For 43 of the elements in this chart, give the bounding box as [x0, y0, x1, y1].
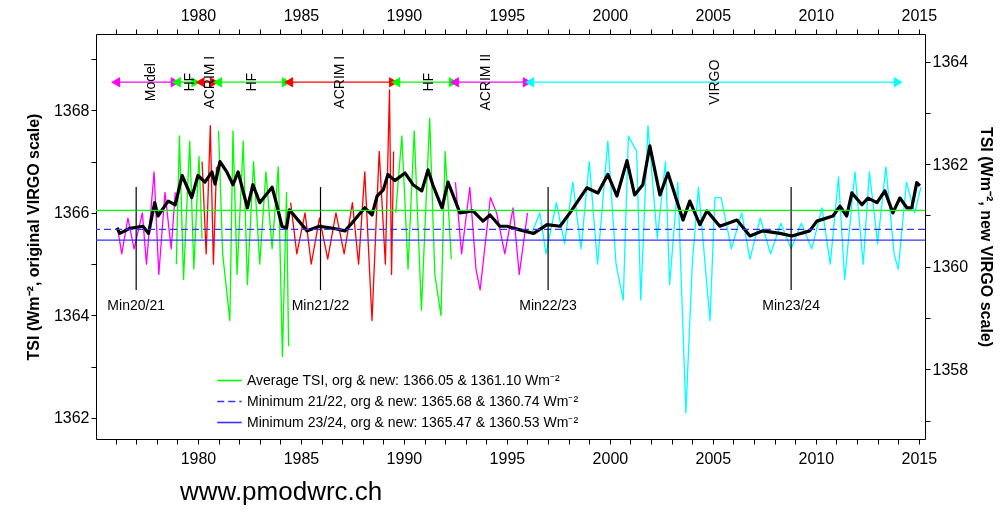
y-tick-label: 1362 — [53, 409, 90, 427]
annotation: HF — [419, 72, 436, 92]
legend-label: Minimum 21/22, org & new: 1365.68 & 1360.74 Wm⁻² — [247, 392, 579, 409]
line-series — [201, 125, 218, 265]
ref-line-label: Min22/23 — [519, 297, 578, 314]
x-tick-label: 1995 — [489, 449, 526, 467]
x2-tick-label: 1980 — [180, 6, 217, 24]
text: www.pmodwrc.ch — [179, 476, 383, 506]
annotation: ACRIM II — [477, 53, 494, 111]
ref-line-label: Min23/24 — [762, 297, 821, 314]
y2-axis-title: TSI (Wm⁻², new VIRGO scale) — [978, 126, 996, 348]
y2-tick-label: 1364 — [932, 53, 969, 71]
annotation: ACRIM I — [331, 55, 348, 109]
x2-tick-label: 2010 — [798, 6, 835, 24]
y-tick-label: 1368 — [53, 101, 90, 119]
legend-label: Minimum 23/24, org & new: 1365.47 & 1360.53 Wm⁻² — [247, 413, 579, 430]
y2-tick-label: 1360 — [932, 258, 969, 276]
line-series — [454, 181, 529, 291]
y2-tick-label: 1362 — [932, 155, 969, 173]
line-series — [116, 171, 176, 276]
x-tick-label: 2005 — [695, 449, 732, 467]
y-axis-title: TSI (Wm⁻², original VIRGO scale) — [24, 113, 42, 361]
annotation: HF — [242, 72, 259, 92]
x-tick-label: 2000 — [592, 449, 629, 467]
x2-tick-label: 2015 — [901, 6, 938, 24]
x2-tick-label: 2005 — [695, 6, 732, 24]
x2-tick-label: 1990 — [386, 6, 423, 24]
x2-tick-label: 2000 — [592, 6, 629, 24]
legend-label: Average TSI, org & new: 1366.05 & 1361.10 Wm⁻² — [247, 371, 560, 388]
x-tick-label: 1990 — [386, 449, 423, 467]
ref-line-label: Min20/21 — [107, 297, 166, 314]
x-tick-label: 2010 — [798, 449, 835, 467]
x2-tick-label: 1995 — [489, 6, 526, 24]
annotation: VIRGO — [705, 59, 722, 105]
y-tick-label: 1366 — [53, 204, 90, 222]
x-tick-label: 1980 — [180, 449, 217, 467]
x-tick-label: 1985 — [283, 449, 320, 467]
ref-line-label: Min21/22 — [291, 297, 350, 314]
x-tick-label: 2015 — [901, 449, 938, 467]
y-tick-label: 1364 — [53, 306, 90, 324]
y2-tick-label: 1358 — [932, 360, 969, 378]
annotation: Model — [141, 63, 158, 102]
x2-tick-label: 1985 — [283, 6, 320, 24]
